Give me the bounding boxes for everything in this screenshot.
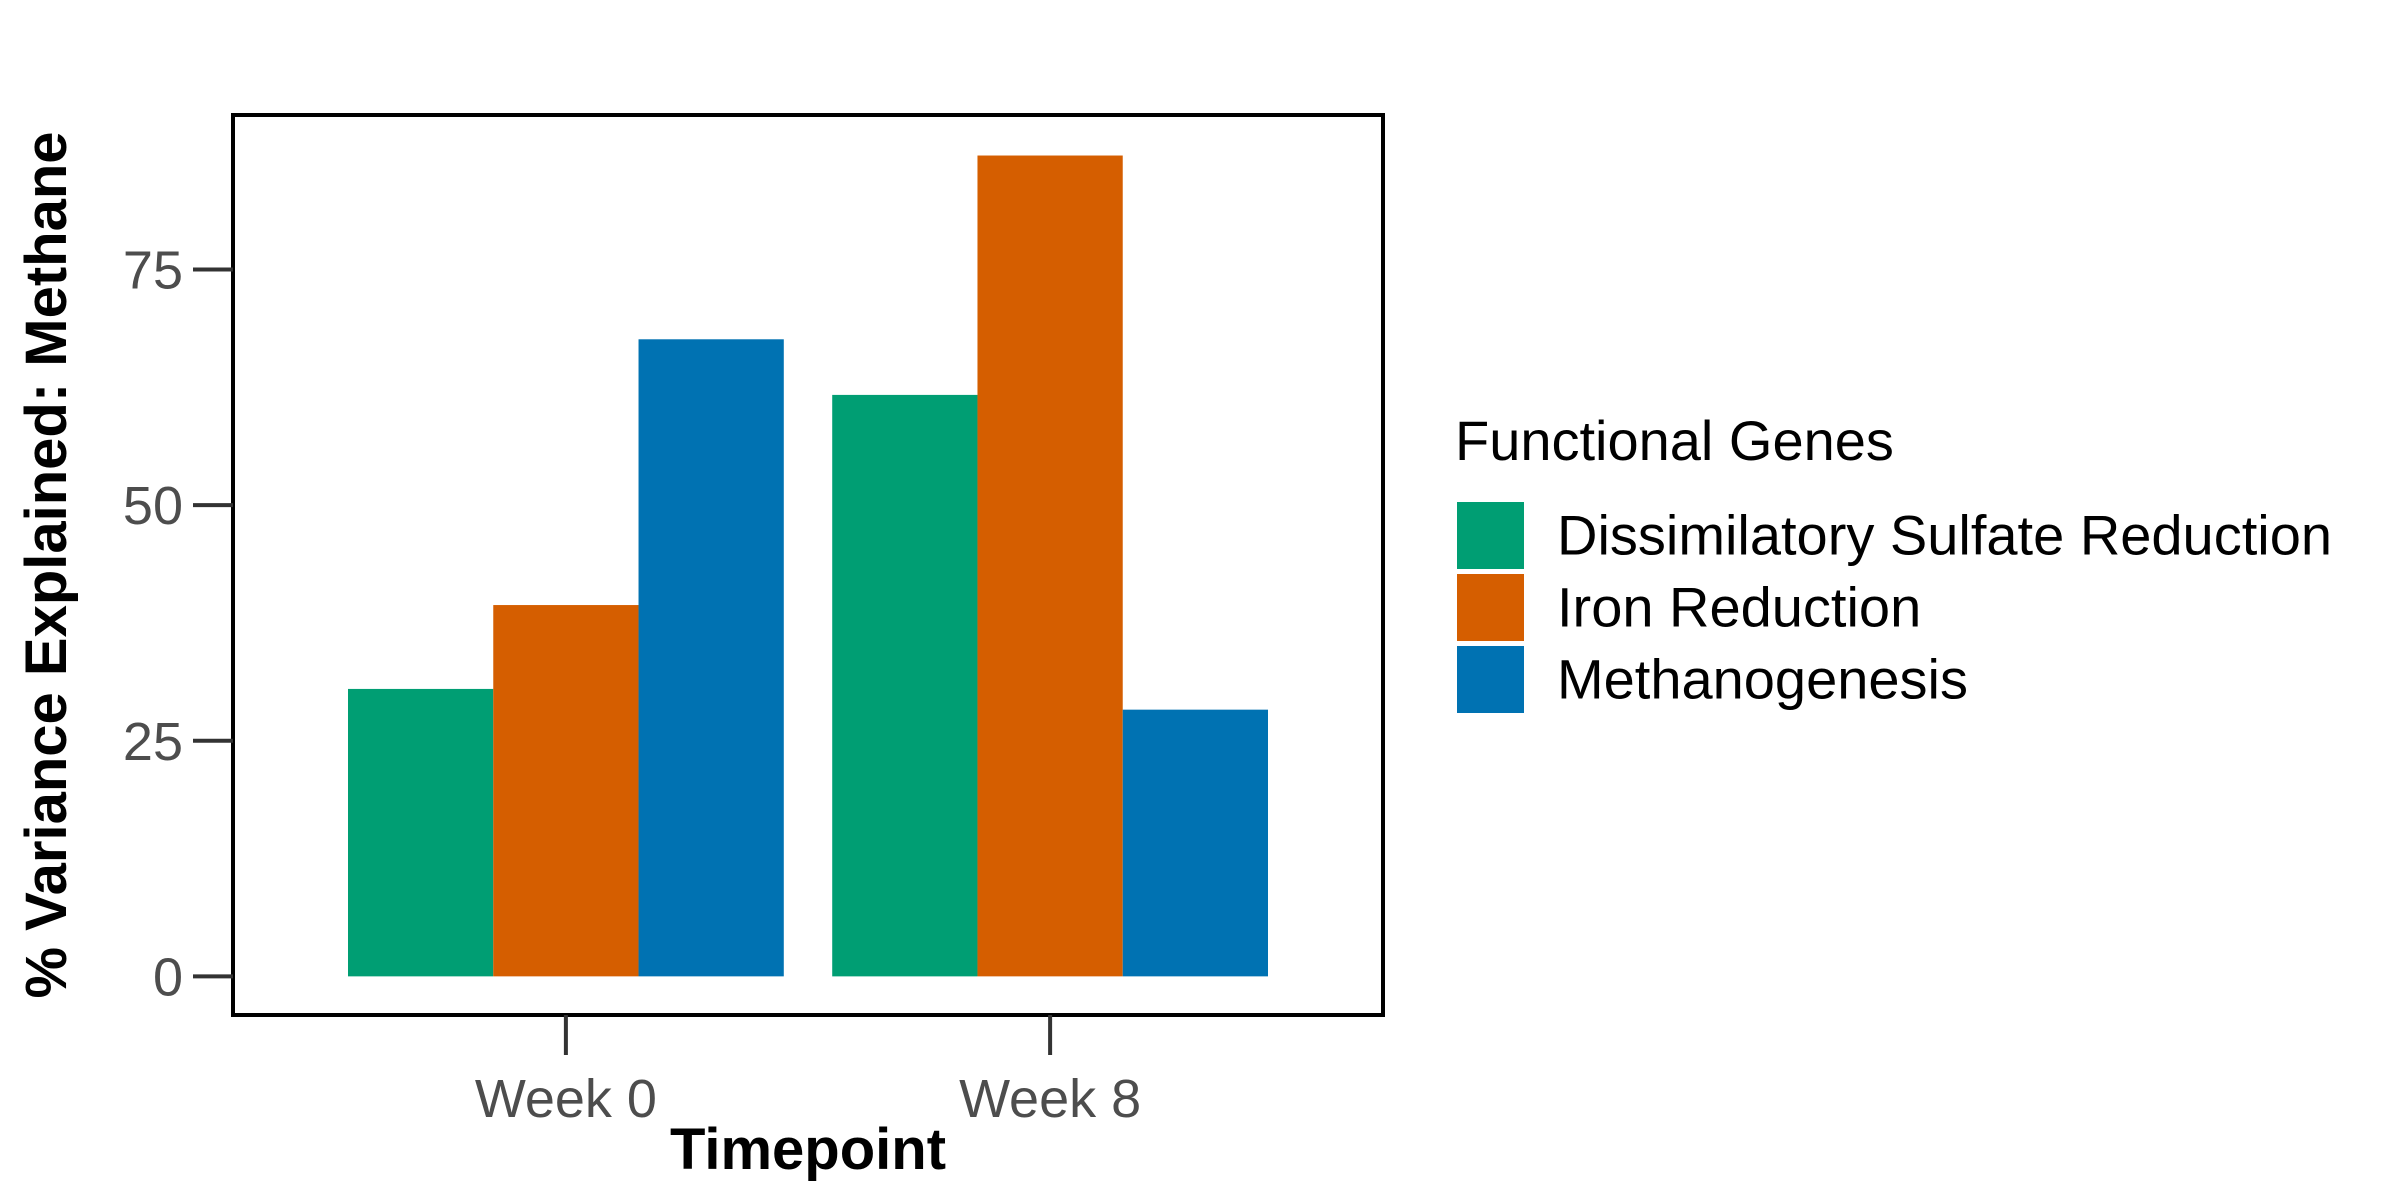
bar-week-0-series-2 (638, 339, 784, 977)
bar-week-0-series-0 (348, 688, 494, 977)
x-axis-title: Timepoint (670, 1117, 946, 1182)
y-tick-label: 75 (123, 241, 183, 301)
bar-week-8-series-0 (832, 394, 978, 977)
legend-label: Iron Reduction (1557, 576, 1921, 639)
plot-panel-border (231, 113, 1385, 1017)
bar-week-8-series-1 (977, 155, 1123, 977)
legend-label: Methanogenesis (1557, 648, 1968, 711)
x-axis: Week 0 Week 8 (475, 1015, 1141, 1129)
bar-week-0-series-1 (493, 605, 639, 977)
bars (348, 155, 1268, 977)
y-tick-label: 50 (123, 476, 183, 536)
legend-key (1457, 502, 1524, 569)
y-axis: 0 25 50 75 (123, 241, 233, 1007)
legend-key (1457, 574, 1524, 641)
bar-week-8-series-2 (1122, 709, 1268, 977)
x-tick-label: Week 0 (475, 1069, 657, 1129)
legend-title: Functional Genes (1455, 409, 1894, 472)
legend-key (1457, 646, 1524, 713)
y-axis-title: % Variance Explained: Methane (14, 131, 79, 998)
legend-label: Dissimilatory Sulfate Reduction (1557, 504, 2332, 567)
y-tick-label: 25 (123, 712, 183, 772)
x-tick-label: Week 8 (959, 1069, 1141, 1129)
y-tick-label: 0 (153, 947, 183, 1007)
legend: Functional Genes Dissimilatory Sulfate R… (1455, 409, 2332, 713)
